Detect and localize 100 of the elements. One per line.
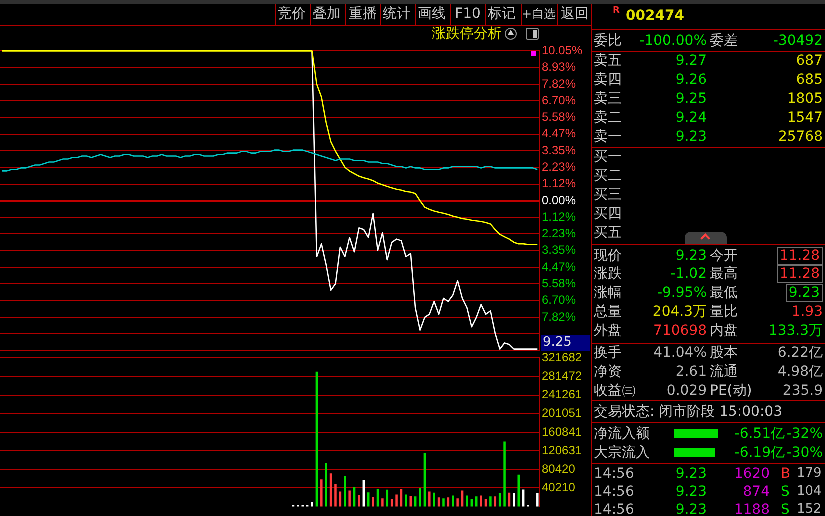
text: 重播 (349, 5, 377, 23)
bar (518, 474, 520, 507)
text: -6.51亿 (734, 425, 785, 443)
y-tick-label: 321682 (542, 350, 582, 365)
y-tick-label: 1.12% (542, 210, 576, 224)
text: 9.26 (676, 71, 707, 89)
bar (452, 496, 454, 507)
y-tick-label: 4.47% (542, 126, 576, 141)
text: -30% (786, 444, 823, 462)
text: 买一 (594, 148, 622, 166)
text: 大宗流入 (594, 444, 650, 462)
text: 换手 (594, 344, 622, 362)
text: 204.3万 (652, 303, 707, 321)
text: 涨跌停分析 (432, 25, 502, 43)
y-tick-label: 281472 (542, 369, 582, 384)
y-tick-label: 2.23% (542, 160, 576, 174)
bar (344, 476, 346, 507)
text: 最低 (710, 284, 738, 302)
text: 交易状态: 闭市阶段 15:00:03 (594, 403, 782, 421)
y-tick-label: 2.23% (542, 226, 576, 241)
text: 9.25 (676, 90, 707, 108)
text: 1620 (734, 465, 770, 483)
bar (358, 495, 360, 507)
text: 14:56 (594, 483, 634, 501)
y-tick-label: 80420 (542, 462, 576, 476)
bar (372, 497, 374, 507)
text: 002474 (626, 7, 684, 25)
text: 9.27 (676, 52, 707, 70)
bar (466, 496, 468, 507)
y-tick-label: 0.00% (542, 193, 576, 208)
text: 9.23 (786, 284, 823, 302)
text: 最高 (710, 265, 738, 283)
bar (405, 494, 408, 507)
text: 14:56 (594, 501, 634, 516)
text: 152 (797, 501, 822, 516)
text: 买四 (594, 205, 622, 223)
bar (334, 484, 337, 507)
text: 25768 (778, 128, 823, 146)
text: 卖三 (594, 90, 622, 108)
bar (410, 496, 412, 507)
text: 104 (797, 483, 822, 501)
text: 叠加 (313, 5, 341, 23)
bar (536, 494, 539, 507)
text: 687 (796, 52, 823, 70)
text: 买三 (594, 186, 622, 204)
text: 710698 (654, 322, 707, 340)
text: 现价 (594, 247, 622, 265)
text: 外盘 (594, 322, 622, 340)
text: 买二 (594, 167, 622, 185)
text: 11.28 (776, 265, 823, 283)
y-tick-label: 40210 (542, 480, 576, 495)
y-tick-label: 6.70% (542, 93, 576, 108)
text: 收益㈢ (594, 382, 636, 400)
text: F10 (455, 5, 481, 23)
y-tick-label: 5.58% (542, 110, 576, 124)
text: +自选 (522, 6, 556, 23)
text: 9.23 (676, 501, 707, 516)
y-tick-label: 4.47% (542, 260, 576, 274)
bar (325, 463, 328, 507)
text: 画线 (418, 5, 446, 23)
y-tick-label: 201051 (542, 406, 582, 420)
text: 9.24 (676, 109, 707, 127)
text: 返回 (561, 5, 589, 23)
bar (428, 492, 431, 507)
text: 股本 (710, 344, 738, 362)
y-tick-label: 3.35% (542, 143, 576, 158)
text: 0.029 (666, 382, 707, 400)
text: S (781, 483, 790, 501)
y-tick-label: 1.12% (542, 176, 576, 191)
text: 净流入额 (594, 425, 650, 443)
text: 委差 (710, 32, 738, 50)
text: -6.19亿 (734, 444, 785, 462)
text: R (613, 5, 620, 18)
text: 委比 (594, 32, 622, 50)
y-tick-label: 7.82% (542, 310, 576, 324)
text: 1188 (734, 501, 770, 516)
y-tick-label: 5.58% (542, 276, 576, 290)
bar (442, 498, 445, 507)
text: 涨跌 (594, 265, 622, 283)
text: 874 (743, 483, 770, 501)
bar (513, 494, 516, 507)
text: 净资 (594, 363, 622, 381)
text: -32% (786, 425, 823, 443)
text: 今开 (710, 247, 738, 265)
text: 14:56 (594, 465, 634, 483)
text: 总量 (594, 303, 622, 321)
text: -30492 (773, 32, 823, 50)
bar (320, 480, 323, 507)
text: 133.3万 (768, 322, 823, 340)
text: PE(动) (710, 382, 752, 400)
text: 量比 (710, 303, 738, 321)
text: 6.22亿 (778, 344, 823, 362)
text: B (781, 465, 791, 483)
text: -1.02 (670, 265, 707, 283)
text: 235.9 (782, 382, 823, 400)
text: 涨幅 (594, 284, 622, 302)
y-tick-label: 8.93% (542, 60, 576, 74)
bar (490, 496, 492, 507)
text: 卖一 (594, 128, 622, 146)
text: 9.23 (676, 128, 707, 146)
